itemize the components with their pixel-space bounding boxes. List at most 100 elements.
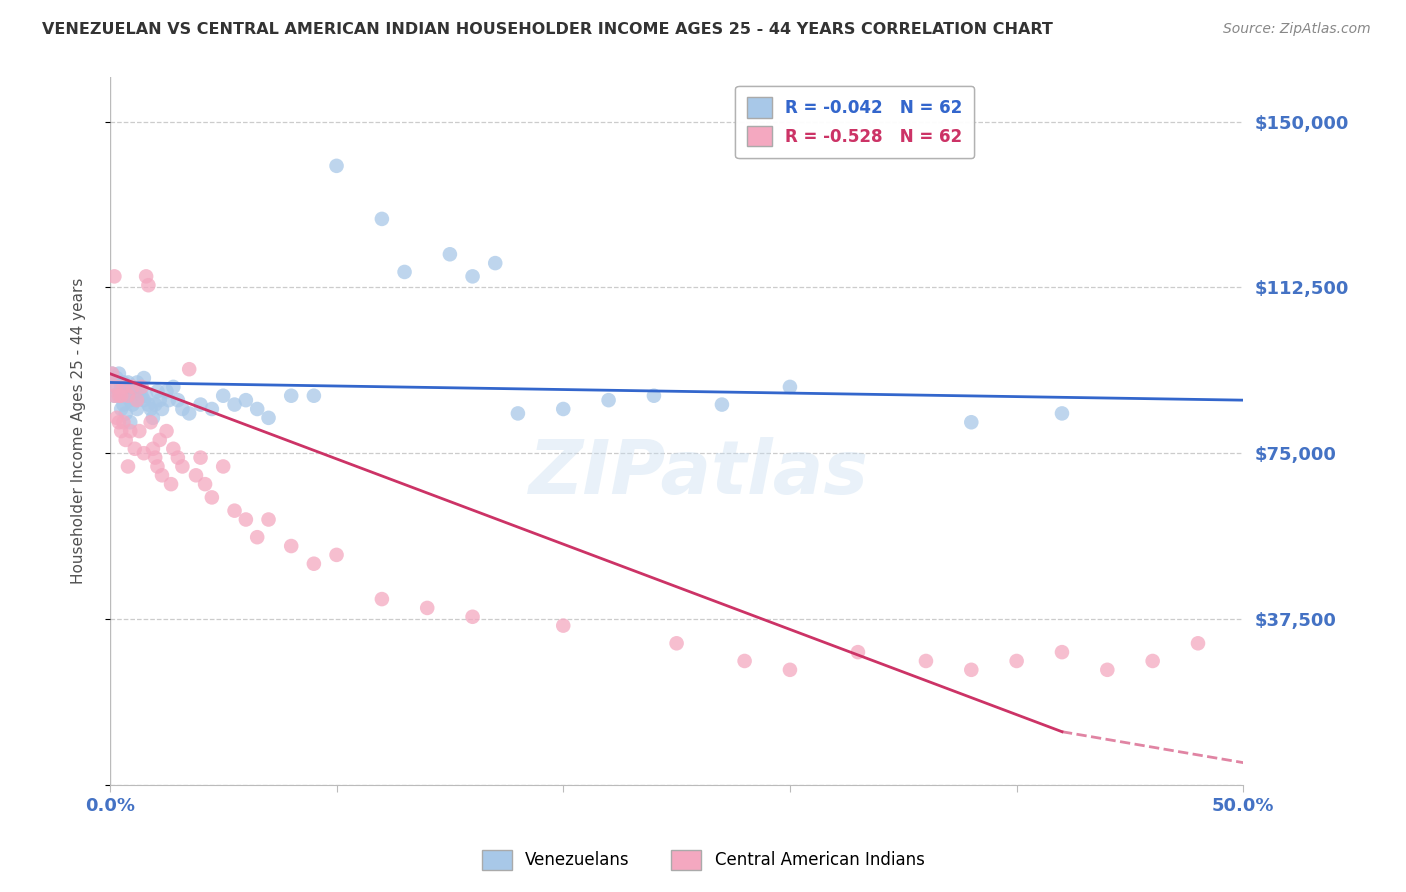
Point	[143, 450, 166, 465]
Point	[117, 459, 139, 474]
Point	[167, 450, 190, 465]
Point	[146, 384, 169, 399]
Point	[135, 389, 157, 403]
Point	[643, 389, 665, 403]
Point	[103, 380, 125, 394]
Point	[280, 389, 302, 403]
Point	[138, 398, 160, 412]
Point	[960, 415, 983, 429]
Point	[224, 504, 246, 518]
Point	[138, 278, 160, 293]
Point	[108, 389, 131, 403]
Point	[150, 468, 173, 483]
Point	[121, 380, 143, 394]
Point	[162, 380, 184, 394]
Point	[143, 398, 166, 412]
Point	[142, 442, 165, 456]
Point	[132, 371, 155, 385]
Point	[132, 446, 155, 460]
Text: Source: ZipAtlas.com: Source: ZipAtlas.com	[1223, 22, 1371, 37]
Text: VENEZUELAN VS CENTRAL AMERICAN INDIAN HOUSEHOLDER INCOME AGES 25 - 44 YEARS CORR: VENEZUELAN VS CENTRAL AMERICAN INDIAN HO…	[42, 22, 1053, 37]
Point	[108, 415, 131, 429]
Point	[155, 384, 177, 399]
Point	[110, 402, 132, 417]
Point	[101, 367, 124, 381]
Point	[114, 384, 136, 399]
Point	[120, 393, 142, 408]
Point	[103, 389, 125, 403]
Point	[105, 371, 128, 385]
Point	[439, 247, 461, 261]
Point	[302, 557, 325, 571]
Legend: Venezuelans, Central American Indians: Venezuelans, Central American Indians	[475, 843, 931, 877]
Point	[257, 410, 280, 425]
Point	[779, 663, 801, 677]
Point	[101, 367, 124, 381]
Point	[105, 380, 128, 394]
Point	[120, 424, 142, 438]
Point	[212, 459, 235, 474]
Point	[108, 389, 131, 403]
Legend: R = -0.042   N = 62, R = -0.528   N = 62: R = -0.042 N = 62, R = -0.528 N = 62	[735, 86, 974, 158]
Y-axis label: Householder Income Ages 25 - 44 years: Householder Income Ages 25 - 44 years	[72, 278, 86, 584]
Point	[149, 393, 172, 408]
Point	[235, 512, 257, 526]
Point	[212, 389, 235, 403]
Point	[246, 402, 269, 417]
Point	[201, 402, 224, 417]
Point	[121, 380, 143, 394]
Point	[125, 393, 148, 408]
Point	[734, 654, 756, 668]
Point	[142, 410, 165, 425]
Point	[201, 491, 224, 505]
Point	[371, 211, 394, 226]
Point	[162, 442, 184, 456]
Point	[224, 398, 246, 412]
Point	[184, 468, 207, 483]
Point	[114, 433, 136, 447]
Point	[1187, 636, 1209, 650]
Point	[1005, 654, 1028, 668]
Point	[108, 367, 131, 381]
Point	[112, 376, 135, 390]
Point	[1050, 406, 1073, 420]
Point	[179, 406, 201, 420]
Point	[117, 389, 139, 403]
Point	[1142, 654, 1164, 668]
Point	[194, 477, 217, 491]
Point	[710, 398, 733, 412]
Point	[132, 393, 155, 408]
Point	[149, 433, 172, 447]
Point	[598, 393, 620, 408]
Point	[280, 539, 302, 553]
Point	[416, 601, 439, 615]
Point	[325, 548, 347, 562]
Point	[172, 402, 194, 417]
Point	[553, 618, 575, 632]
Point	[103, 269, 125, 284]
Point	[112, 380, 135, 394]
Point	[461, 609, 484, 624]
Point	[105, 410, 128, 425]
Point	[120, 415, 142, 429]
Point	[110, 389, 132, 403]
Point	[121, 398, 143, 412]
Point	[117, 389, 139, 403]
Point	[125, 402, 148, 417]
Point	[128, 424, 150, 438]
Point	[190, 398, 212, 412]
Point	[506, 406, 529, 420]
Text: ZIPatlas: ZIPatlas	[529, 437, 869, 510]
Point	[103, 389, 125, 403]
Point	[553, 402, 575, 417]
Point	[246, 530, 269, 544]
Point	[139, 415, 162, 429]
Point	[960, 663, 983, 677]
Point	[179, 362, 201, 376]
Point	[484, 256, 506, 270]
Point	[257, 512, 280, 526]
Point	[117, 376, 139, 390]
Point	[114, 406, 136, 420]
Point	[131, 380, 153, 394]
Point	[1050, 645, 1073, 659]
